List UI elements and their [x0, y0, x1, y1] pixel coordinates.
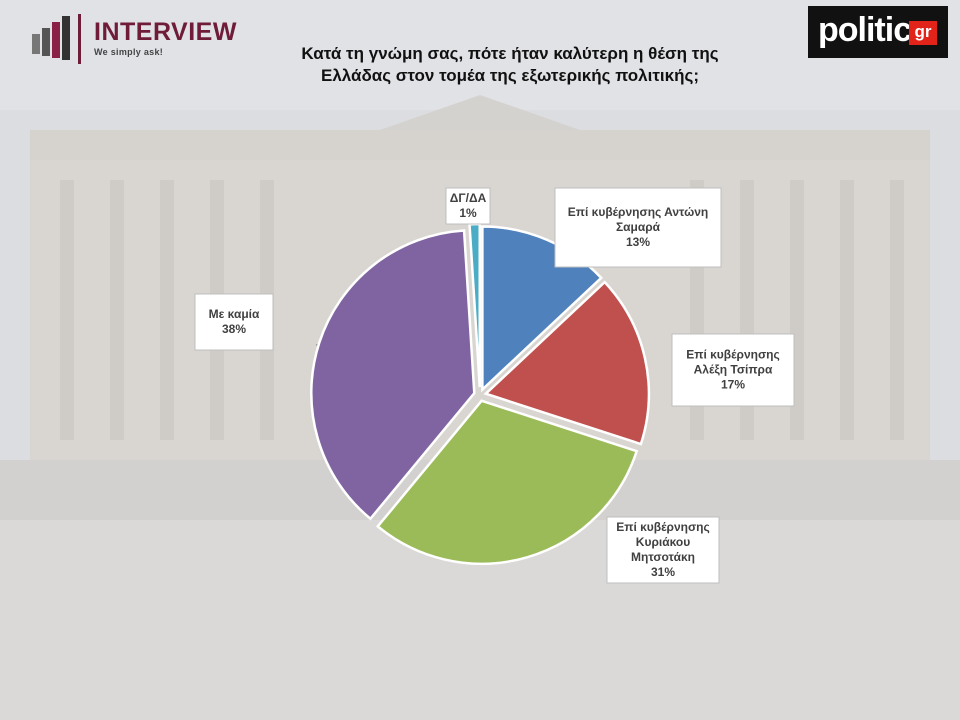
politic-gr-logo: politic gr [808, 6, 948, 58]
pie-slice-3 [310, 229, 476, 521]
brand-suffix: gr [909, 21, 937, 45]
title-line-2: Ελλάδας στον τομέα της εξωτερικής πολιτι… [320, 66, 700, 85]
logo-tagline: We simply ask! [94, 47, 164, 57]
slice-category-label-4: ΔΓ/ΔΑ [450, 191, 487, 205]
slice-value-label-1: 17% [721, 378, 745, 392]
slice-category-label-0: Επί κυβέρνησης Αντώνη [568, 205, 708, 219]
slice-value-label-3: 38% [222, 322, 246, 336]
slice-category-label-2: Κυριάκου [636, 535, 690, 549]
slice-label-4: ΔΓ/ΔΑ1% [445, 187, 491, 225]
pie-slice-2 [376, 399, 639, 565]
pie-slice-1 [483, 280, 651, 446]
slice-value-label-2: 31% [651, 565, 675, 579]
brand-word: politic [818, 11, 912, 49]
interview-logo: INTERVIEW We simply ask! [30, 10, 240, 70]
title-line-1: Κατά τη γνώμη σας, πότε ήταν καλύτερη η … [301, 44, 719, 63]
chart-title: Κατά τη γνώμη σας, πότε ήταν καλύτερη η … [240, 43, 780, 87]
slice-value-label-0: 13% [626, 235, 650, 249]
slice-label-box-0 [554, 187, 722, 268]
slice-label-box-4 [445, 187, 491, 225]
slice-label-box-3 [194, 293, 274, 351]
logo-title: INTERVIEW [94, 18, 237, 46]
slice-category-label-2: Μητσοτάκη [631, 550, 695, 564]
slice-category-label-3: Με καμία [209, 307, 260, 321]
slice-value-label-4: 1% [459, 206, 477, 220]
slice-label-box-1 [671, 333, 795, 407]
slice-category-label-1: Επί κυβέρνησης [686, 348, 779, 362]
slice-category-label-1: Αλέξη Τσίπρα [694, 363, 773, 377]
slice-label-box-2 [606, 516, 720, 584]
bar-chart-logo-icon [32, 14, 81, 64]
slice-category-label-0: Σαμαρά [616, 220, 661, 234]
slice-category-label-2: Επί κυβέρνησης [616, 520, 709, 534]
